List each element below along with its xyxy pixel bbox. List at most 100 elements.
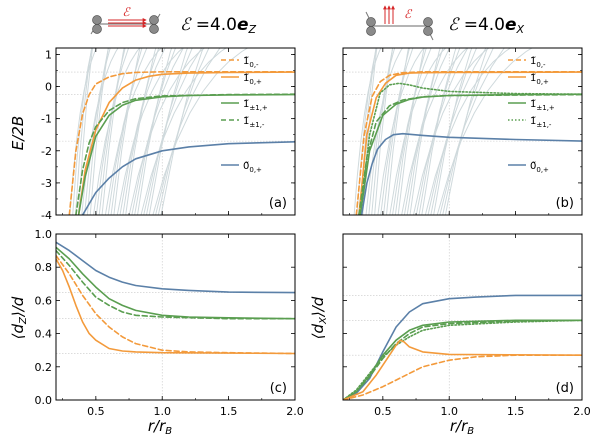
x-tick-label: 0.5 [374, 405, 392, 418]
legend-entry: 0̃0,+ [530, 160, 549, 174]
plot-area-c [56, 241, 295, 355]
panel-label-d: (d) [556, 381, 574, 396]
series-line-d-4 [343, 339, 582, 400]
x-tick-label: 1.5 [220, 405, 238, 418]
field-arrows-horizontal [108, 18, 147, 28]
field-symbol-left: ℰ [122, 5, 131, 19]
series-line-b-0 [355, 71, 582, 215]
legend-entry: 1̃±1,+ [243, 98, 268, 112]
legend-entry: 1̃±1,+ [530, 98, 555, 112]
y-tick-label: 0.4 [35, 328, 53, 341]
axes-frame-c [55, 233, 296, 401]
field-symbol-right: ℰ [404, 7, 413, 21]
background-state-line [371, 48, 394, 215]
background-state-line [392, 48, 432, 215]
panel-d: 0.5 1.0 1.5 2.0 (d) [342, 233, 591, 418]
background-state-line [69, 48, 98, 215]
background-state-line [152, 48, 249, 215]
background-state-line [157, 48, 210, 215]
y-tick-label: 0 [45, 81, 52, 94]
y-tick-label: 0.6 [35, 294, 53, 307]
axes-frame-b [342, 47, 583, 216]
series-line-d-0 [343, 294, 582, 400]
molecule-icon-right: ℰ [365, 5, 434, 41]
background-state-line [439, 48, 505, 215]
background-state-line [436, 48, 533, 215]
background-state-line [134, 48, 176, 215]
y-axis-label-top: E/2B [9, 116, 27, 150]
background-state-line [128, 48, 206, 215]
plot-area-a [68, 48, 295, 215]
y-tick-label: 1.0 [35, 228, 53, 241]
background-state-line [415, 48, 469, 215]
panel-label-a: (a) [269, 196, 287, 211]
background-state-line [418, 48, 461, 215]
x-axis-label-left: r/rB [148, 417, 172, 437]
legend-entry: 1̃0,+ [243, 72, 262, 86]
series-line-a-2 [77, 93, 295, 215]
series-line-c-3 [56, 254, 295, 355]
series-line-a-4 [81, 141, 295, 215]
y-axis-label-bottom-right: ⟨dX⟩/d [309, 296, 329, 339]
series-line-d-5 [343, 354, 582, 400]
x-tick-label: 1.5 [507, 405, 525, 418]
molecule-icon-left: ℰ [90, 5, 161, 35]
background-state-line [122, 48, 160, 215]
background-state-line [119, 48, 166, 215]
panel-title-right: ℰ =4.0eX [448, 15, 525, 36]
panel-c: 0.0 0.2 0.4 0.6 0.8 1.0 0.5 1.0 1.5 2.0 (c) [35, 228, 304, 418]
background-state-line [155, 48, 221, 215]
background-state-line [412, 48, 490, 215]
background-state-line [403, 48, 451, 215]
panel-label-c: (c) [270, 381, 287, 396]
background-state-line [143, 48, 203, 215]
x-tick-label: 2.0 [286, 405, 304, 418]
panel-b: (b) 1̃0,- 1̃0,+ 1̃±1,+ 1̃±1,- 0̃0,+ [342, 47, 583, 216]
y-tick-label: 0.0 [35, 394, 53, 407]
x-axis-label-right: r/rB [450, 417, 474, 437]
background-state-line [72, 48, 93, 215]
background-state-line [353, 48, 382, 215]
plot-area-b [353, 48, 582, 215]
y-tick-label: -3 [41, 177, 52, 190]
series-line-c-0 [56, 241, 295, 294]
background-state-line [401, 48, 468, 215]
series-line-c-2 [56, 249, 295, 320]
legend-entry: 1̃±1,- [530, 115, 552, 129]
background-state-line [389, 48, 447, 215]
series-line-b-2 [359, 93, 582, 215]
series-line-b-3 [359, 82, 582, 215]
background-state-line [406, 48, 444, 215]
y-tick-label: 0.2 [35, 361, 53, 374]
background-state-line [430, 48, 478, 215]
panel-label-b: (b) [556, 196, 574, 211]
series-line-d-1 [343, 319, 582, 400]
y-tick-label: -2 [41, 145, 52, 158]
background-state-line [442, 48, 494, 215]
background-state-line [424, 48, 512, 215]
y-tick-label: 1 [45, 48, 52, 61]
panel-title-left: ℰ =4.0eZ [180, 15, 257, 36]
legend-entry: 0̃0,+ [243, 160, 262, 174]
field-arrows-vertical [383, 5, 395, 24]
background-state-line [145, 48, 193, 215]
y-tick-label: -4 [41, 209, 52, 222]
series-line-a-3 [75, 93, 295, 215]
background-state-line [131, 48, 184, 215]
series-line-b-5 [360, 132, 582, 215]
panel-a: -4 -3 -2 -1 0 1 (a) 1̃0,- 1̃0,+ 1̃±1,+ 1̃±1,- 0̃0,+ [41, 47, 296, 222]
background-state-line [427, 48, 487, 215]
series-line-b-4 [358, 93, 582, 215]
background-state-line [104, 48, 162, 215]
y-tick-label: 0.8 [35, 261, 53, 274]
x-tick-label: 1.0 [440, 405, 458, 418]
x-tick-label: 2.0 [573, 405, 591, 418]
legend-entry: 1̃±1,- [243, 115, 265, 129]
series-line-d-2 [343, 319, 582, 400]
background-state-line [140, 48, 227, 215]
background-state-line [356, 48, 377, 215]
legend-entry: 1̃0,+ [530, 72, 549, 86]
legend-entry: 1̃0,- [530, 55, 546, 69]
background-state-line [116, 48, 184, 215]
